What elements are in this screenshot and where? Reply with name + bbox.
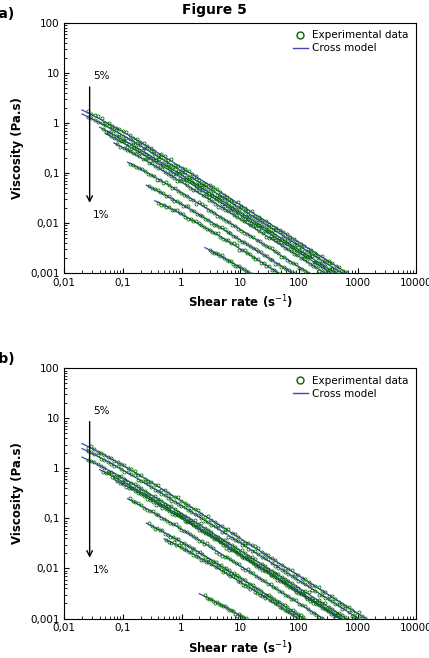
Y-axis label: Viscosity (Pa.s): Viscosity (Pa.s) — [12, 97, 24, 199]
Y-axis label: Viscosity (Pa.s): Viscosity (Pa.s) — [12, 442, 24, 544]
X-axis label: Shear rate (s$^{-1}$): Shear rate (s$^{-1}$) — [187, 639, 293, 657]
Text: 1%: 1% — [93, 565, 110, 575]
Text: 1%: 1% — [93, 210, 110, 220]
Legend: Experimental data, Cross model: Experimental data, Cross model — [290, 374, 411, 401]
Text: (a): (a) — [0, 7, 15, 20]
Text: 5%: 5% — [93, 406, 110, 417]
Text: Figure 5: Figure 5 — [182, 3, 247, 17]
Legend: Experimental data, Cross model: Experimental data, Cross model — [290, 28, 411, 55]
Text: 5%: 5% — [93, 72, 110, 82]
Text: (b): (b) — [0, 352, 15, 366]
X-axis label: Shear rate (s$^{-1}$): Shear rate (s$^{-1}$) — [187, 293, 293, 311]
